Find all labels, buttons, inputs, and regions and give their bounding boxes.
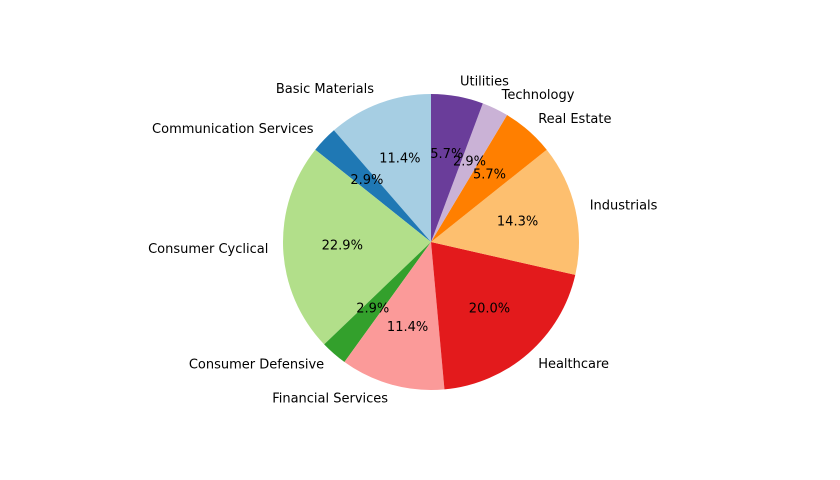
pct-label-healthcare: 20.0% [469,301,510,316]
slice-label-industrials: Industrials [590,198,658,213]
pct-label-consumer-defensive: 2.9% [356,302,389,317]
slice-label-technology: Technology [501,88,575,103]
pie-slice-utilities [431,94,483,242]
pct-label-real-estate: 5.7% [473,168,506,183]
pie-slice-industrials [431,149,579,275]
slice-label-healthcare: Healthcare [538,357,609,372]
pie-slices [282,94,579,390]
pie-slice-basic-materials [333,94,431,242]
slice-label-real-estate: Real Estate [538,112,611,127]
pie-slice-financial-services [344,242,445,390]
slice-label-basic-materials: Basic Materials [276,82,374,97]
percentage-labels: 11.4%2.9%22.9%2.9%11.4%20.0%14.3%5.7%2.9… [322,147,539,335]
slice-label-financial-services: Financial Services [272,392,388,407]
slice-label-consumer-defensive: Consumer Defensive [189,357,324,372]
pie-slice-technology [431,103,508,242]
pie-slice-consumer-defensive [324,242,431,363]
pie-slice-real-estate [431,115,547,242]
slice-label-communication-services: Communication Services [152,122,314,137]
slice-label-consumer-cyclical: Consumer Cyclical [148,242,268,257]
pie-slice-communication-services [315,130,431,242]
slice-label-utilities: Utilities [460,74,509,89]
pct-label-utilities: 5.7% [430,147,463,162]
pct-label-basic-materials: 11.4% [379,151,420,166]
pct-label-technology: 2.9% [453,154,486,169]
pct-label-financial-services: 11.4% [387,320,428,335]
pct-label-industrials: 14.3% [497,215,538,230]
pie-slice-consumer-cyclical [282,149,431,345]
category-labels: Basic Materials Communication Services Con… [148,74,658,406]
pct-label-consumer-cyclical: 22.9% [322,239,363,254]
pct-label-communication-services: 2.9% [350,173,383,188]
pie-slice-healthcare [431,242,576,390]
